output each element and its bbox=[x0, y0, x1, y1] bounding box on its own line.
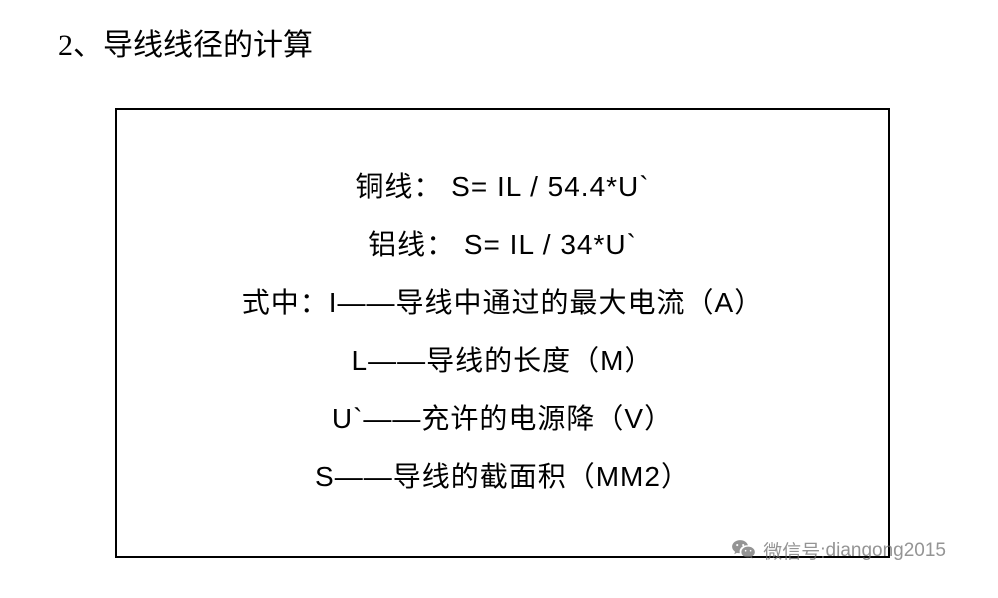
formula-line-where-s: S——导线的截面积（MM2） bbox=[315, 455, 690, 495]
page-title: 2、导线线径的计算 bbox=[58, 20, 313, 64]
formula-line-where-i: 式中：I——导线中通过的最大电流（A） bbox=[242, 281, 763, 321]
wechat-icon bbox=[731, 538, 757, 564]
formula-line-where-u: U`——充许的电源降（V） bbox=[332, 397, 673, 437]
formula-line-aluminum: 铝线： S= IL / 34*U` bbox=[368, 223, 637, 263]
watermark: 微信号: diangong2015 bbox=[731, 537, 946, 564]
formula-line-copper: 铜线： S= IL / 54.4*U` bbox=[355, 165, 649, 205]
watermark-label: 微信号: bbox=[763, 537, 825, 564]
watermark-account: diangong2015 bbox=[826, 540, 946, 562]
formula-box: 铜线： S= IL / 54.4*U` 铝线： S= IL / 34*U` 式中… bbox=[115, 108, 890, 558]
formula-line-where-l: L——导线的长度（M） bbox=[352, 339, 654, 379]
